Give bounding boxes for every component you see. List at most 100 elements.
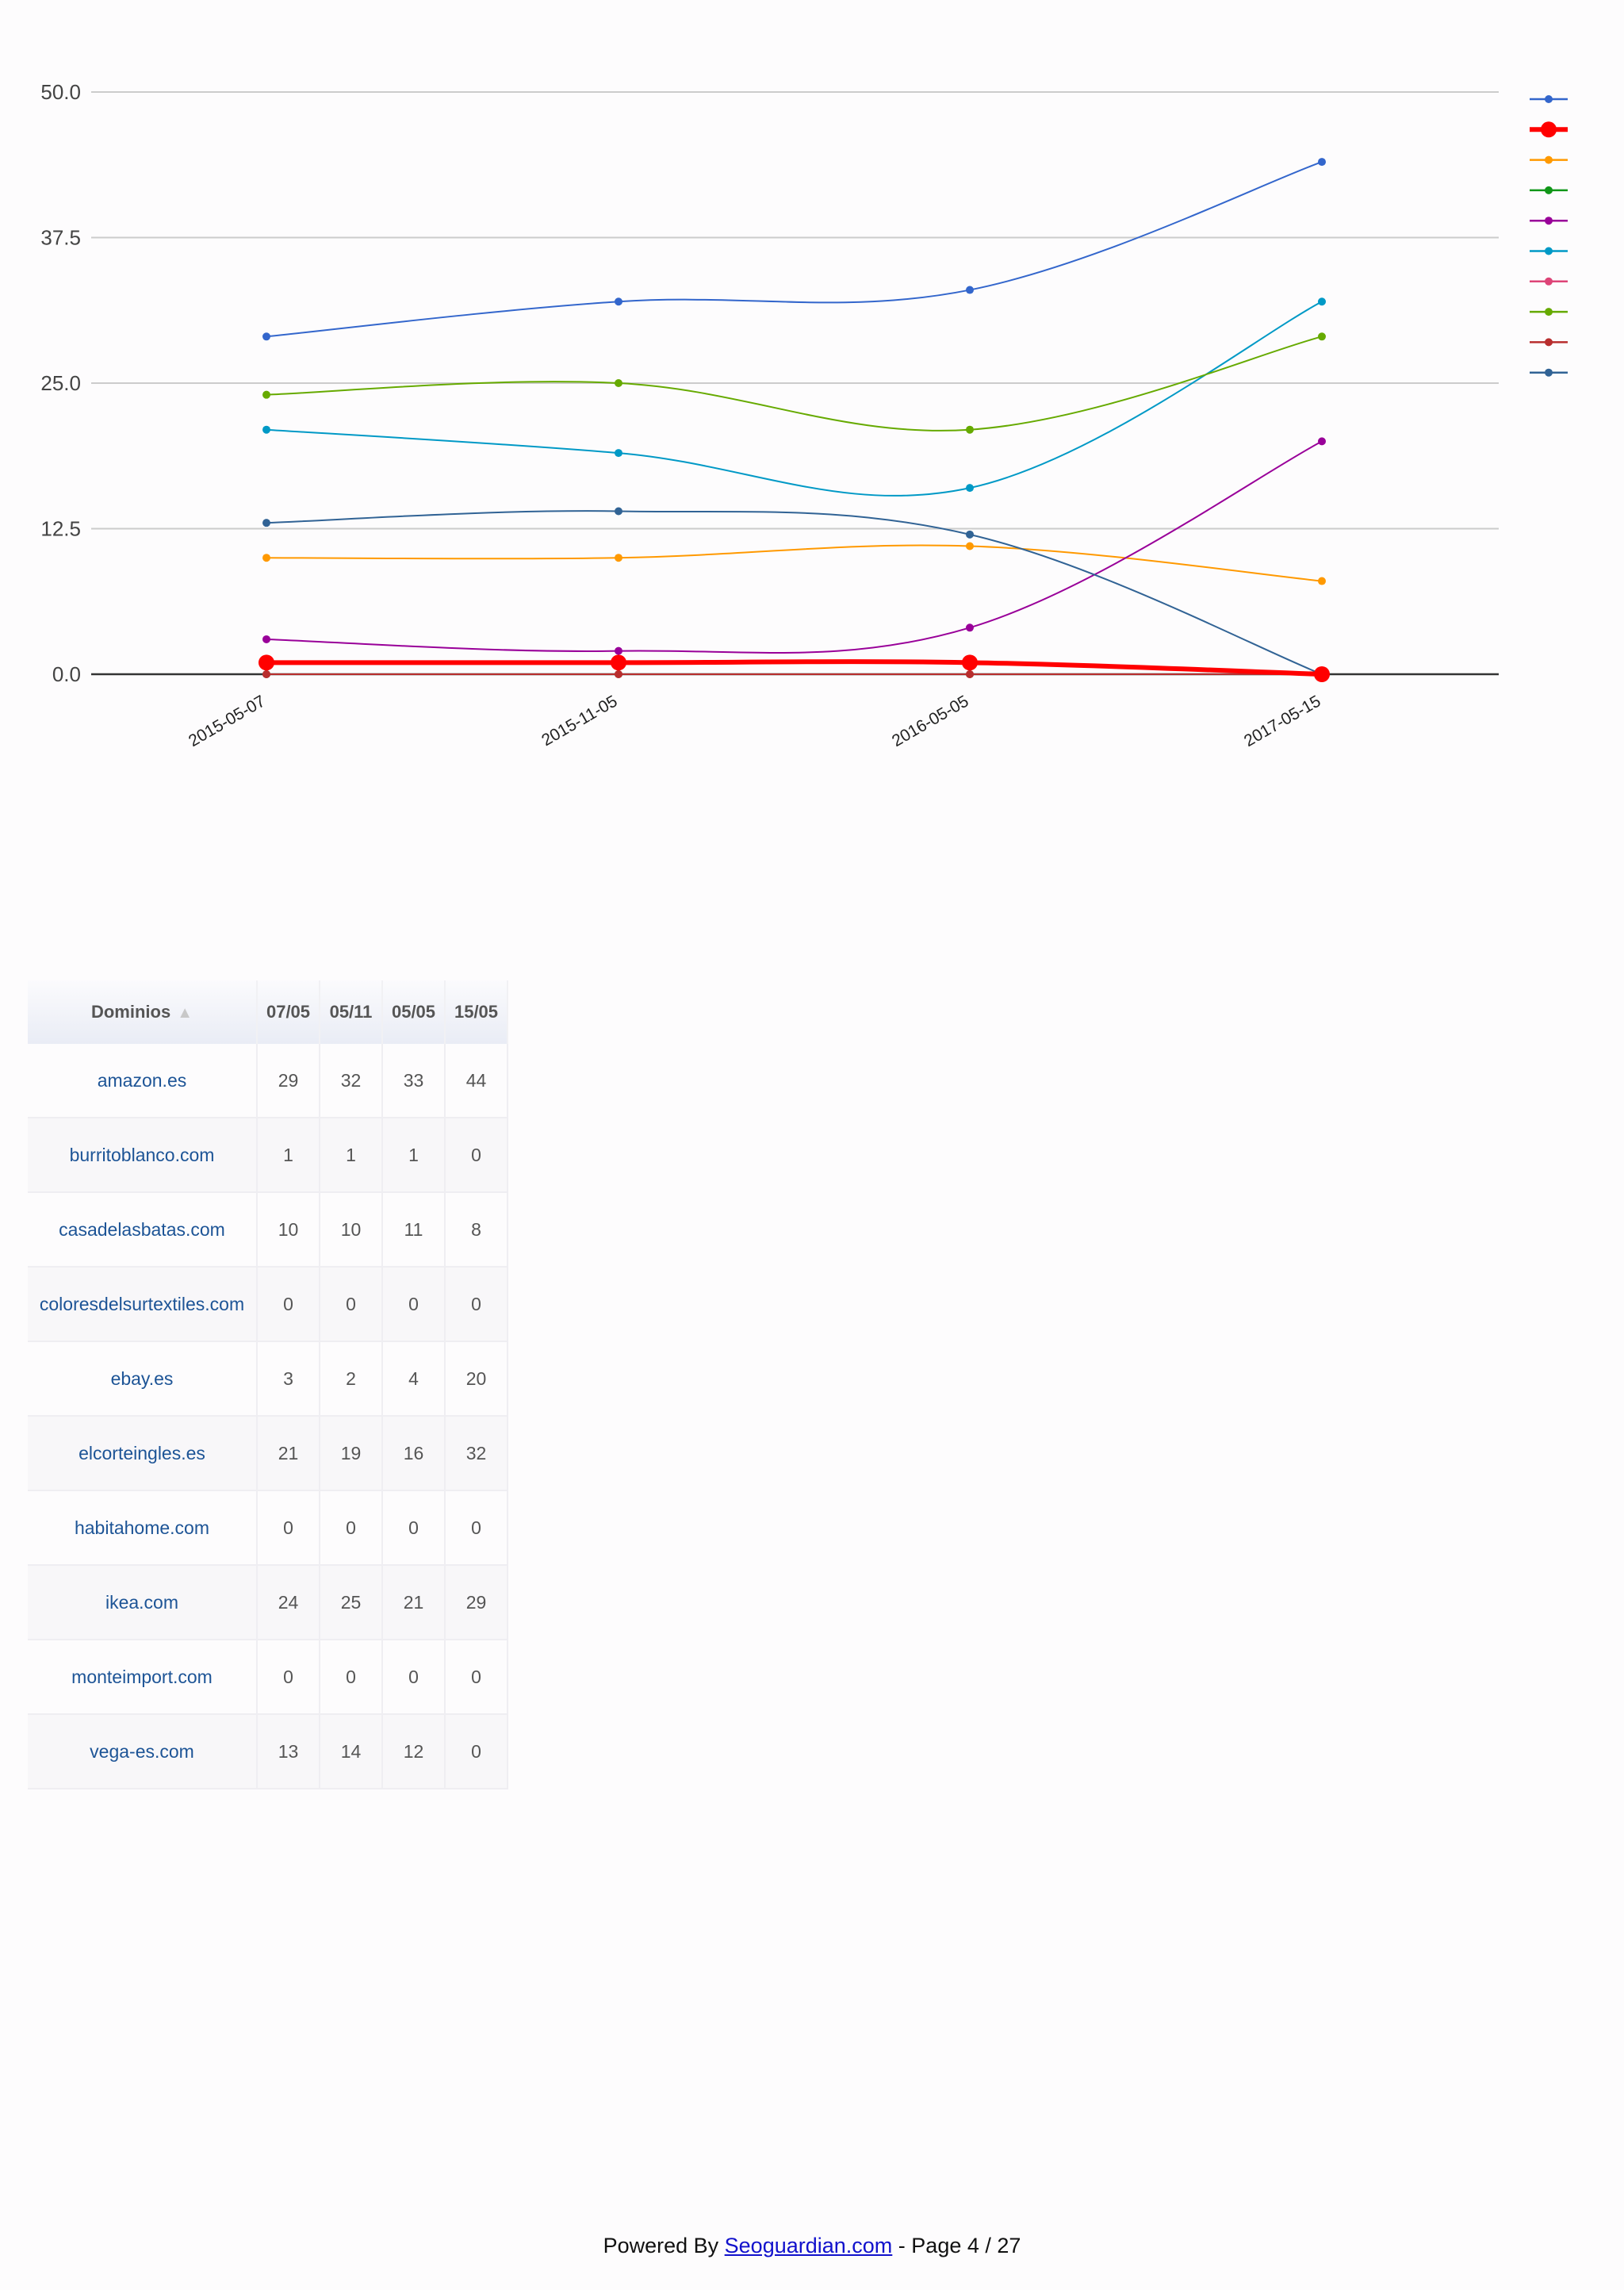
domains-table: Dominios ▲ 07/05 05/11 05/05 15/05 amazon…: [28, 980, 508, 1789]
data-point[interactable]: [615, 554, 622, 562]
header-date-1[interactable]: 07/05: [258, 980, 320, 1044]
domain-link[interactable]: elcorteingles.es: [79, 1442, 205, 1463]
legend-marker-icon: [1545, 277, 1553, 286]
data-point[interactable]: [966, 425, 974, 434]
value-cell: 0: [258, 1491, 320, 1566]
legend-item[interactable]: [1530, 121, 1568, 138]
legend-marker-icon: [1545, 368, 1553, 377]
legend-item[interactable]: [1530, 247, 1568, 255]
value-cell: 25: [320, 1566, 383, 1640]
data-point[interactable]: [1314, 666, 1330, 682]
data-point[interactable]: [966, 530, 974, 539]
series-line: [266, 544, 1323, 582]
legend-marker-icon: [1545, 308, 1553, 316]
legend-item[interactable]: [1530, 155, 1568, 164]
domain-link[interactable]: coloresdelsurtextiles.com: [39, 1293, 245, 1314]
data-point[interactable]: [615, 646, 622, 655]
data-point[interactable]: [966, 623, 974, 632]
data-point[interactable]: [1318, 577, 1326, 585]
domain-cell: burritoblanco.com: [28, 1118, 258, 1193]
data-point[interactable]: [615, 449, 622, 458]
chart-gridlines: [91, 91, 1499, 676]
table-row: vega-es.com 13 14 12 0: [28, 1715, 508, 1789]
data-point[interactable]: [262, 670, 270, 678]
legend-item[interactable]: [1530, 277, 1568, 286]
value-cell: 0: [446, 1491, 508, 1566]
domain-link[interactable]: burritoblanco.com: [69, 1144, 215, 1165]
domain-link[interactable]: amazon.es: [97, 1069, 187, 1091]
data-point[interactable]: [259, 654, 274, 671]
legend-item[interactable]: [1530, 338, 1568, 347]
legend-item[interactable]: [1530, 368, 1568, 377]
table-row: elcorteingles.es 21 19 16 32: [28, 1417, 508, 1491]
data-point[interactable]: [615, 297, 622, 306]
domain-link[interactable]: casadelasbatas.com: [59, 1218, 225, 1240]
domain-cell: habitahome.com: [28, 1491, 258, 1566]
value-cell: 4: [383, 1342, 446, 1417]
value-cell: 0: [446, 1118, 508, 1193]
data-point[interactable]: [966, 484, 974, 493]
table-row: ikea.com 24 25 21 29: [28, 1566, 508, 1640]
header-date-3[interactable]: 05/05: [383, 980, 446, 1044]
header-date-4[interactable]: 15/05: [446, 980, 508, 1044]
table-header-row: Dominios ▲ 07/05 05/11 05/05 15/05: [28, 980, 508, 1044]
data-point[interactable]: [615, 670, 622, 678]
data-point[interactable]: [262, 554, 270, 562]
legend-marker-icon: [1541, 121, 1557, 138]
data-point[interactable]: [262, 519, 270, 527]
data-point[interactable]: [262, 332, 270, 341]
domain-link[interactable]: ikea.com: [105, 1591, 179, 1613]
data-point[interactable]: [615, 507, 622, 516]
value-cell: 21: [258, 1417, 320, 1491]
header-date-2[interactable]: 05/11: [320, 980, 383, 1044]
value-cell: 14: [320, 1715, 383, 1789]
data-point[interactable]: [262, 390, 270, 399]
value-cell: 29: [258, 1044, 320, 1118]
table-row: ebay.es 3 2 4 20: [28, 1342, 508, 1417]
x-tick-label: 2015-11-05: [538, 692, 620, 750]
data-point[interactable]: [1318, 437, 1326, 446]
data-point[interactable]: [966, 542, 974, 550]
legend-marker-icon: [1545, 338, 1553, 347]
value-cell: 1: [383, 1118, 446, 1193]
value-cell: 24: [258, 1566, 320, 1640]
header-domains[interactable]: Dominios ▲: [28, 980, 258, 1044]
domain-link[interactable]: monteimport.com: [71, 1666, 213, 1687]
data-point[interactable]: [966, 286, 974, 294]
value-cell: 16: [383, 1417, 446, 1491]
data-point[interactable]: [615, 379, 622, 387]
data-point[interactable]: [966, 670, 974, 678]
value-cell: 0: [320, 1640, 383, 1715]
legend-marker-icon: [1545, 247, 1553, 255]
value-cell: 29: [446, 1566, 508, 1640]
domain-cell: coloresdelsurtextiles.com: [28, 1268, 258, 1342]
legend-marker-icon: [1545, 186, 1553, 194]
x-axis: 2015-05-07 2015-11-05 2016-05-05 2017-05-15: [186, 692, 1324, 750]
legend-item[interactable]: [1530, 95, 1568, 103]
x-tick-label: 2017-05-15: [1241, 692, 1324, 750]
legend-marker-icon: [1545, 217, 1553, 225]
data-point[interactable]: [1318, 297, 1326, 306]
value-cell: 21: [383, 1566, 446, 1640]
domain-link[interactable]: habitahome.com: [74, 1517, 210, 1538]
value-cell: 11: [383, 1193, 446, 1268]
data-point[interactable]: [262, 425, 270, 434]
data-point[interactable]: [1318, 332, 1326, 341]
data-point[interactable]: [1318, 158, 1326, 167]
domain-cell: monteimport.com: [28, 1640, 258, 1715]
seoguardian-link[interactable]: Seoguardian.com: [724, 2234, 893, 2257]
legend-item[interactable]: [1530, 186, 1568, 194]
sort-ascending-icon: ▲: [177, 1004, 193, 1022]
data-point[interactable]: [611, 654, 626, 671]
value-cell: 0: [383, 1491, 446, 1566]
data-point[interactable]: [962, 654, 978, 671]
legend-item[interactable]: [1530, 308, 1568, 316]
series-line: [266, 510, 1323, 675]
table-row: casadelasbatas.com 10 10 11 8: [28, 1193, 508, 1268]
domain-link[interactable]: ebay.es: [110, 1367, 174, 1389]
data-point[interactable]: [262, 635, 270, 643]
value-cell: 0: [446, 1715, 508, 1789]
legend-item[interactable]: [1530, 217, 1568, 225]
y-tick-label: 12.5: [40, 517, 81, 541]
domain-link[interactable]: vega-es.com: [90, 1740, 194, 1762]
